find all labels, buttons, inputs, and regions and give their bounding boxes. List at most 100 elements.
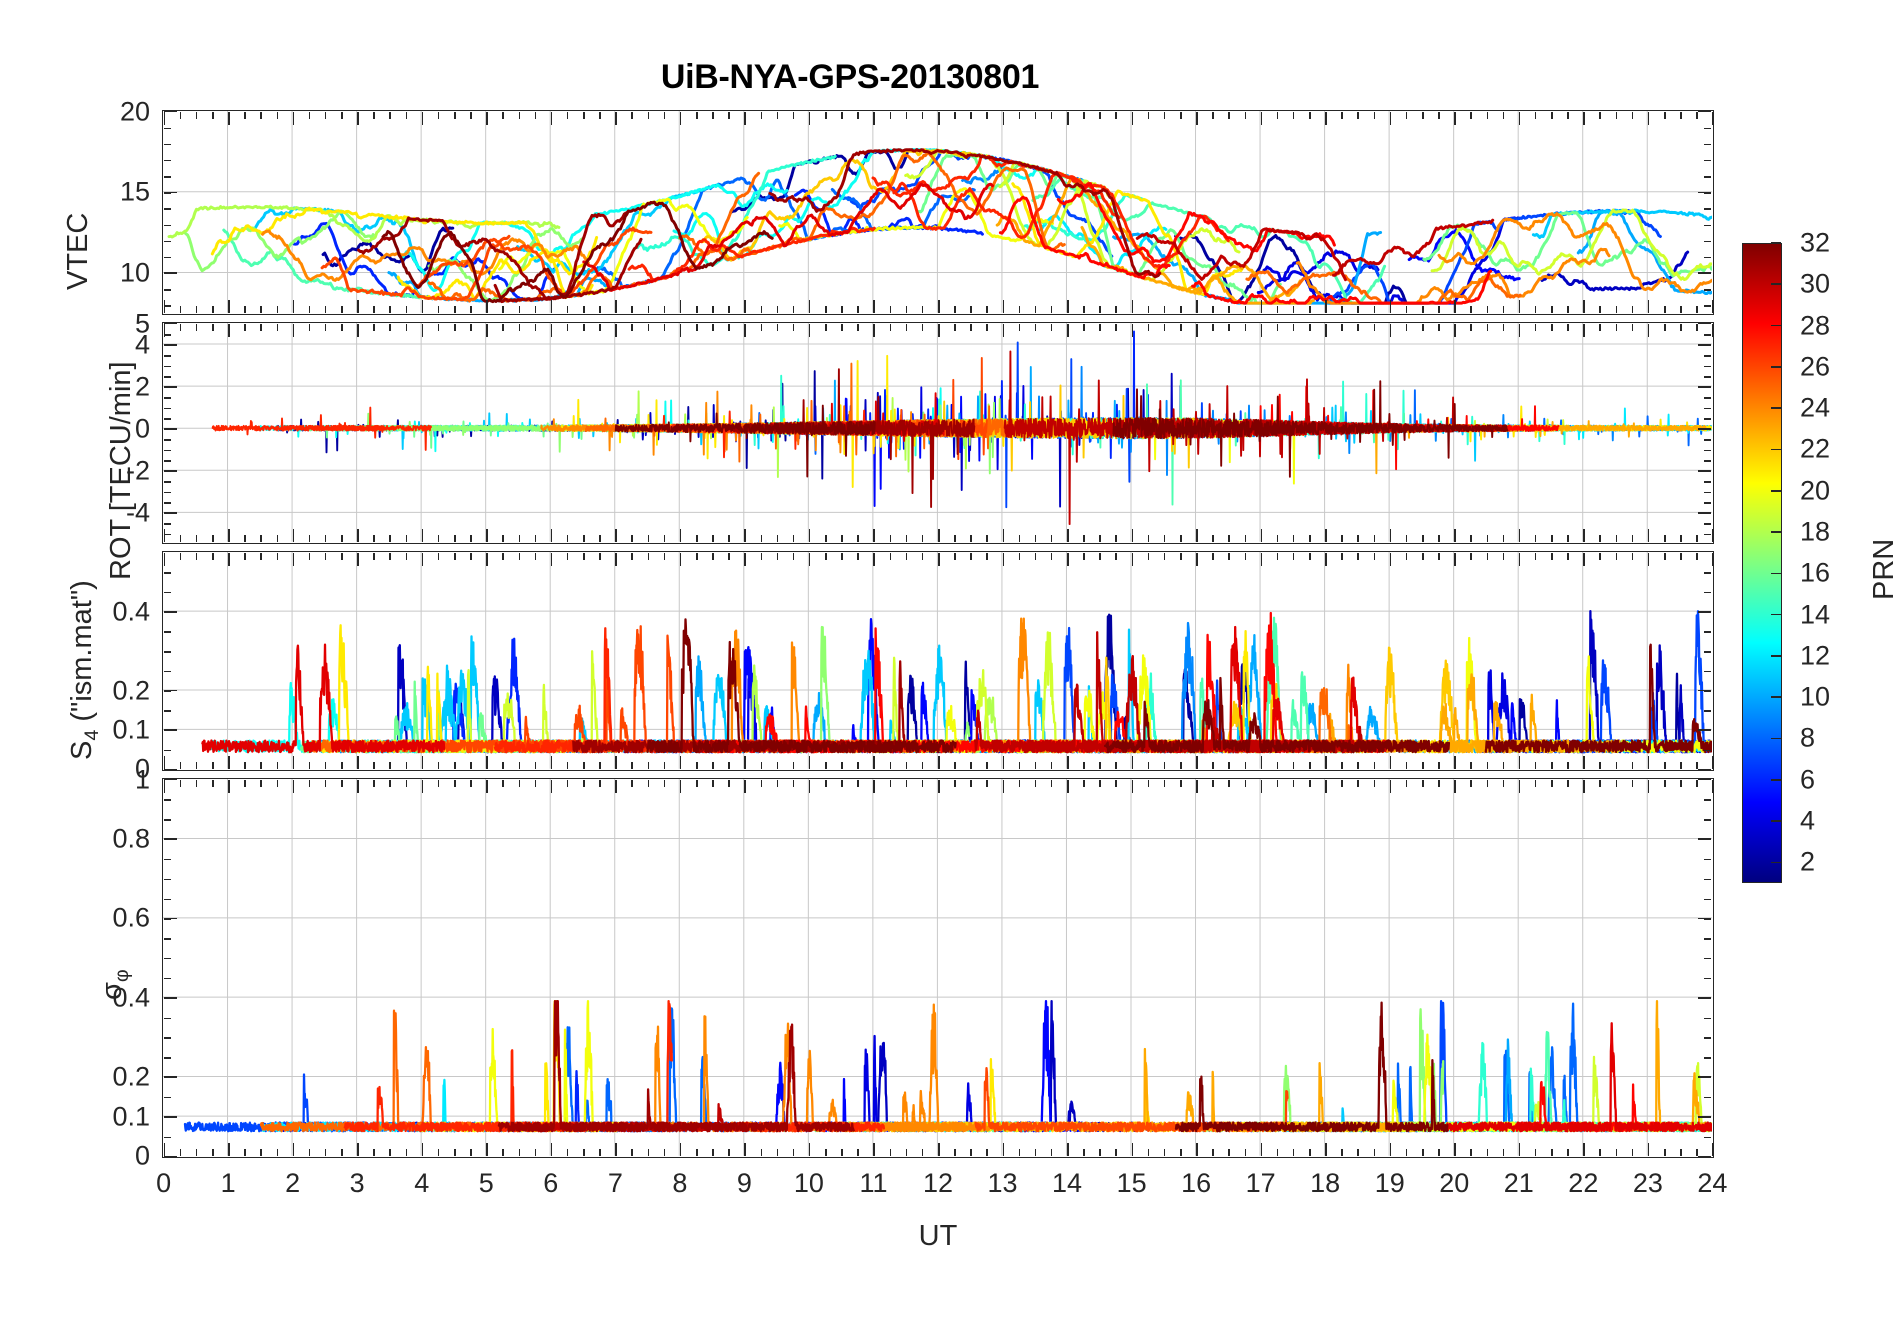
xtickmark-top-rot — [470, 323, 472, 331]
xtickmark-vtec — [228, 300, 230, 314]
xtickmark-top-s4 — [986, 552, 988, 560]
xtickmark-sig — [792, 1149, 795, 1157]
xtickmark-top-sig — [873, 779, 875, 793]
yminor-right-rot — [1704, 386, 1711, 389]
yminor-right-rot — [1704, 470, 1711, 473]
xtickmark-rot — [921, 535, 924, 543]
yminor-vtec — [163, 192, 171, 194]
yminor-sig — [163, 997, 171, 1000]
xtickmark-top-rot — [583, 323, 585, 331]
xtickmark-top-vtec — [502, 111, 504, 119]
xtickmark-s4 — [550, 756, 553, 770]
xtickmark-s4 — [1228, 762, 1230, 770]
xtickmark-rot — [970, 535, 972, 543]
ytickmark-s4-3 — [163, 768, 177, 771]
xtickmark-top-s4 — [534, 552, 537, 560]
xtick-1: 1 — [220, 1168, 236, 1198]
xtick-5: 5 — [478, 1168, 494, 1198]
xtickmark-top-sig — [1276, 779, 1279, 787]
xtickmark-rot — [841, 535, 843, 543]
xtickmark-rot — [986, 535, 988, 543]
xtickmark-vtec — [1357, 306, 1359, 314]
yminor-s4 — [163, 651, 171, 653]
xtickmark-sig — [1131, 1143, 1134, 1157]
xtickmark-top-s4 — [1228, 552, 1230, 560]
xtickmark-rot — [292, 529, 295, 543]
yminor-vtec — [163, 176, 171, 178]
ytick-rot-2: 2 — [134, 371, 150, 402]
xtickmark-s4 — [663, 762, 666, 770]
xtickmark-top-vtec — [276, 111, 279, 119]
xtickmark-sig — [889, 1149, 892, 1157]
xtickmark-sig — [1583, 1143, 1585, 1157]
xtickmark-top-rot — [825, 323, 827, 331]
xtickmark-top-sig — [857, 779, 859, 787]
yminor-right-sig — [1704, 958, 1711, 960]
xtickmark-sig — [744, 1143, 746, 1157]
xtickmark-sig — [1341, 1149, 1343, 1157]
xtickmark-top-vtec — [679, 111, 682, 125]
xtickmark-top-s4 — [566, 552, 569, 560]
xtickmark-top-s4 — [1034, 552, 1037, 560]
xtickmark-top-s4 — [1502, 552, 1505, 560]
xtickmark-rot — [1422, 535, 1424, 543]
xtickmark-sig — [921, 1149, 924, 1157]
xtickmark-rot — [1502, 535, 1505, 543]
xtickmark-vtec — [1518, 300, 1521, 314]
yminor-rot — [163, 460, 171, 462]
xtickmark-s4 — [163, 756, 166, 770]
xtick-10: 10 — [793, 1168, 824, 1198]
xtickmark-vtec — [1115, 306, 1117, 314]
xtickmark-top-sig — [1228, 779, 1230, 787]
xtickmark-s4 — [905, 762, 908, 770]
yminor-sig — [163, 918, 171, 920]
colorbar-tick-20: 20 — [1800, 475, 1831, 506]
xtickmark-s4 — [1534, 762, 1537, 770]
yminor-right-sig — [1704, 1037, 1711, 1039]
yminor-right-sig — [1704, 1017, 1711, 1019]
xtickmark-top-sig — [1196, 779, 1198, 793]
xtickmark-top-sig — [1067, 779, 1069, 793]
xtickmark-top-vtec — [631, 111, 633, 119]
xtickmark-s4 — [1647, 756, 1650, 770]
xtickmark-vtec — [260, 306, 262, 314]
xtickmark-sig — [986, 1149, 988, 1157]
xtickmark-top-rot — [1696, 323, 1698, 331]
xtickmark-vtec — [905, 306, 908, 314]
xtickmark-top-rot — [1599, 323, 1601, 331]
xtickmark-top-vtec — [1502, 111, 1505, 119]
xtickmark-rot — [1470, 535, 1472, 543]
colorbar-tick-10: 10 — [1800, 681, 1831, 712]
xtickmark-sig — [276, 1149, 279, 1157]
xtickmark-top-vtec — [728, 111, 730, 119]
xtickmark-top-rot — [179, 323, 182, 331]
xtickmark-s4 — [1551, 762, 1553, 770]
xtickmark-rot — [405, 535, 408, 543]
xtick-8: 8 — [672, 1168, 688, 1198]
xtickmark-rot — [1647, 529, 1650, 543]
xtickmark-s4 — [276, 762, 279, 770]
xtickmark-top-rot — [357, 323, 359, 337]
xtickmark-s4 — [1712, 756, 1714, 770]
xtickmark-top-sig — [1244, 779, 1247, 787]
xtickmark-top-sig — [421, 779, 424, 793]
xtickmark-top-vtec — [1292, 111, 1295, 119]
colorbar-prn[interactable] — [1742, 243, 1782, 883]
xtickmark-vtec — [744, 300, 746, 314]
xtickmark-top-vtec — [373, 111, 375, 119]
xtickmark-vtec — [889, 306, 892, 314]
xtick-9: 9 — [736, 1168, 752, 1198]
xtickmark-top-rot — [1551, 323, 1553, 331]
xtickmark-top-s4 — [599, 552, 601, 560]
xtickmark-top-vtec — [938, 111, 940, 125]
xtickmark-top-rot — [1664, 323, 1666, 331]
xtickmark-rot — [873, 529, 875, 543]
xtickmark-rot — [1034, 535, 1037, 543]
xtickmark-rot — [454, 535, 456, 543]
xtickmark-top-sig — [1002, 779, 1005, 793]
xtickmark-top-rot — [808, 323, 811, 337]
xtickmark-top-sig — [1486, 779, 1489, 787]
xtickmark-rot — [1276, 535, 1279, 543]
ytickmark-vtec-0 — [163, 110, 177, 113]
xtickmark-rot — [776, 535, 779, 543]
